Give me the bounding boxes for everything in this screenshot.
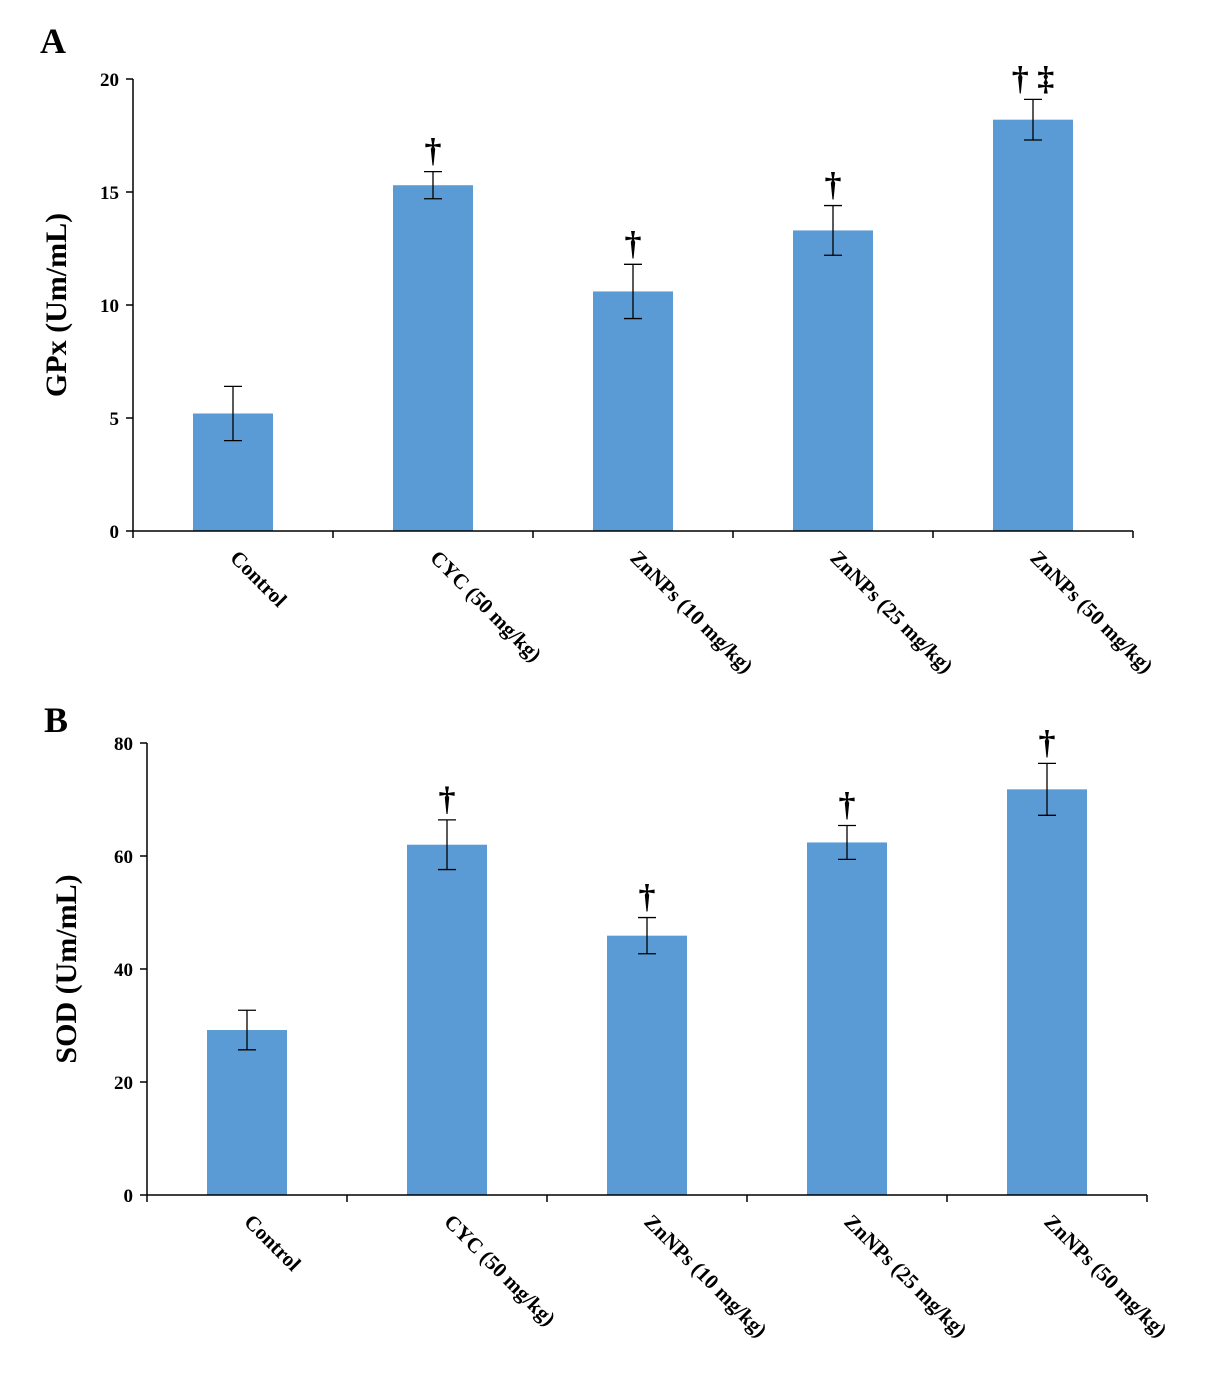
bar-2 — [393, 185, 473, 531]
significance-mark-4: † — [839, 786, 856, 823]
y-tick-label: 60 — [114, 847, 133, 868]
panel-letter: A — [40, 21, 66, 61]
bar-5 — [1007, 789, 1087, 1195]
significance-mark-5: † ‡ — [1012, 60, 1055, 97]
error-bar-2 — [438, 819, 456, 871]
bar-4 — [807, 842, 887, 1195]
error-bar-5 — [1038, 762, 1056, 816]
bar-2 — [407, 844, 487, 1195]
panel-letter: B — [44, 700, 68, 740]
y-tick-label: 0 — [110, 522, 120, 543]
error-bar-2 — [424, 171, 442, 200]
bar-1 — [207, 1030, 287, 1195]
significance-mark-3: † — [625, 225, 642, 262]
bar-5 — [993, 119, 1073, 532]
error-bar-4 — [838, 824, 856, 861]
chart-panel-a: A GPx (Um/mL) † † † † ‡ 0 5 10 15 20 Control CYC (50… — [40, 21, 1158, 678]
significance-mark-2: † — [425, 133, 442, 170]
y-tick-label: 40 — [114, 960, 133, 981]
significance-mark-2: † — [439, 781, 456, 818]
y-tick-label: 10 — [100, 296, 119, 317]
y-tick-label: 20 — [114, 1073, 133, 1094]
y-tick-label: 80 — [114, 734, 133, 755]
y-axis-title: GPx (Um/mL) — [40, 213, 73, 397]
bar-3 — [593, 291, 673, 531]
error-bar-1 — [224, 385, 242, 442]
category-label-3: ZnNPs (10 mg/kg) — [625, 546, 757, 678]
significance-mark-3: † — [639, 879, 656, 916]
y-tick-label: 5 — [110, 409, 120, 430]
error-bar-5 — [1024, 98, 1042, 141]
error-bar-3 — [638, 916, 656, 955]
error-bar-3 — [624, 263, 642, 320]
bar-3 — [607, 935, 687, 1195]
y-axis-title: SOD (Um/mL) — [50, 874, 83, 1063]
significance-mark-4: † — [825, 167, 842, 204]
error-bar-1 — [238, 1009, 256, 1051]
category-label-3: ZnNPs (10 mg/kg) — [639, 1210, 771, 1342]
category-label-4: ZnNPs (25 mg/kg) — [839, 1210, 971, 1342]
bar-4 — [793, 230, 873, 532]
category-label-5: ZnNPs (50 mg/kg) — [1039, 1210, 1171, 1342]
y-tick-label: 15 — [100, 183, 119, 204]
category-label-1: Control — [225, 546, 291, 612]
category-label-1: Control — [239, 1210, 305, 1276]
y-tick-label: 0 — [124, 1186, 134, 1207]
chart-panel-b: B SOD (Um/mL) † † † † 0 20 40 60 80 Control CYC (50 … — [44, 700, 1172, 1342]
y-tick-label: 20 — [100, 70, 119, 91]
significance-mark-5: † — [1039, 724, 1056, 761]
category-label-2: CYC (50 mg/kg) — [425, 546, 546, 667]
category-label-4: ZnNPs (25 mg/kg) — [825, 546, 957, 678]
category-label-5: ZnNPs (50 mg/kg) — [1025, 546, 1157, 678]
error-bar-4 — [824, 204, 842, 256]
category-label-2: CYC (50 mg/kg) — [439, 1210, 560, 1331]
